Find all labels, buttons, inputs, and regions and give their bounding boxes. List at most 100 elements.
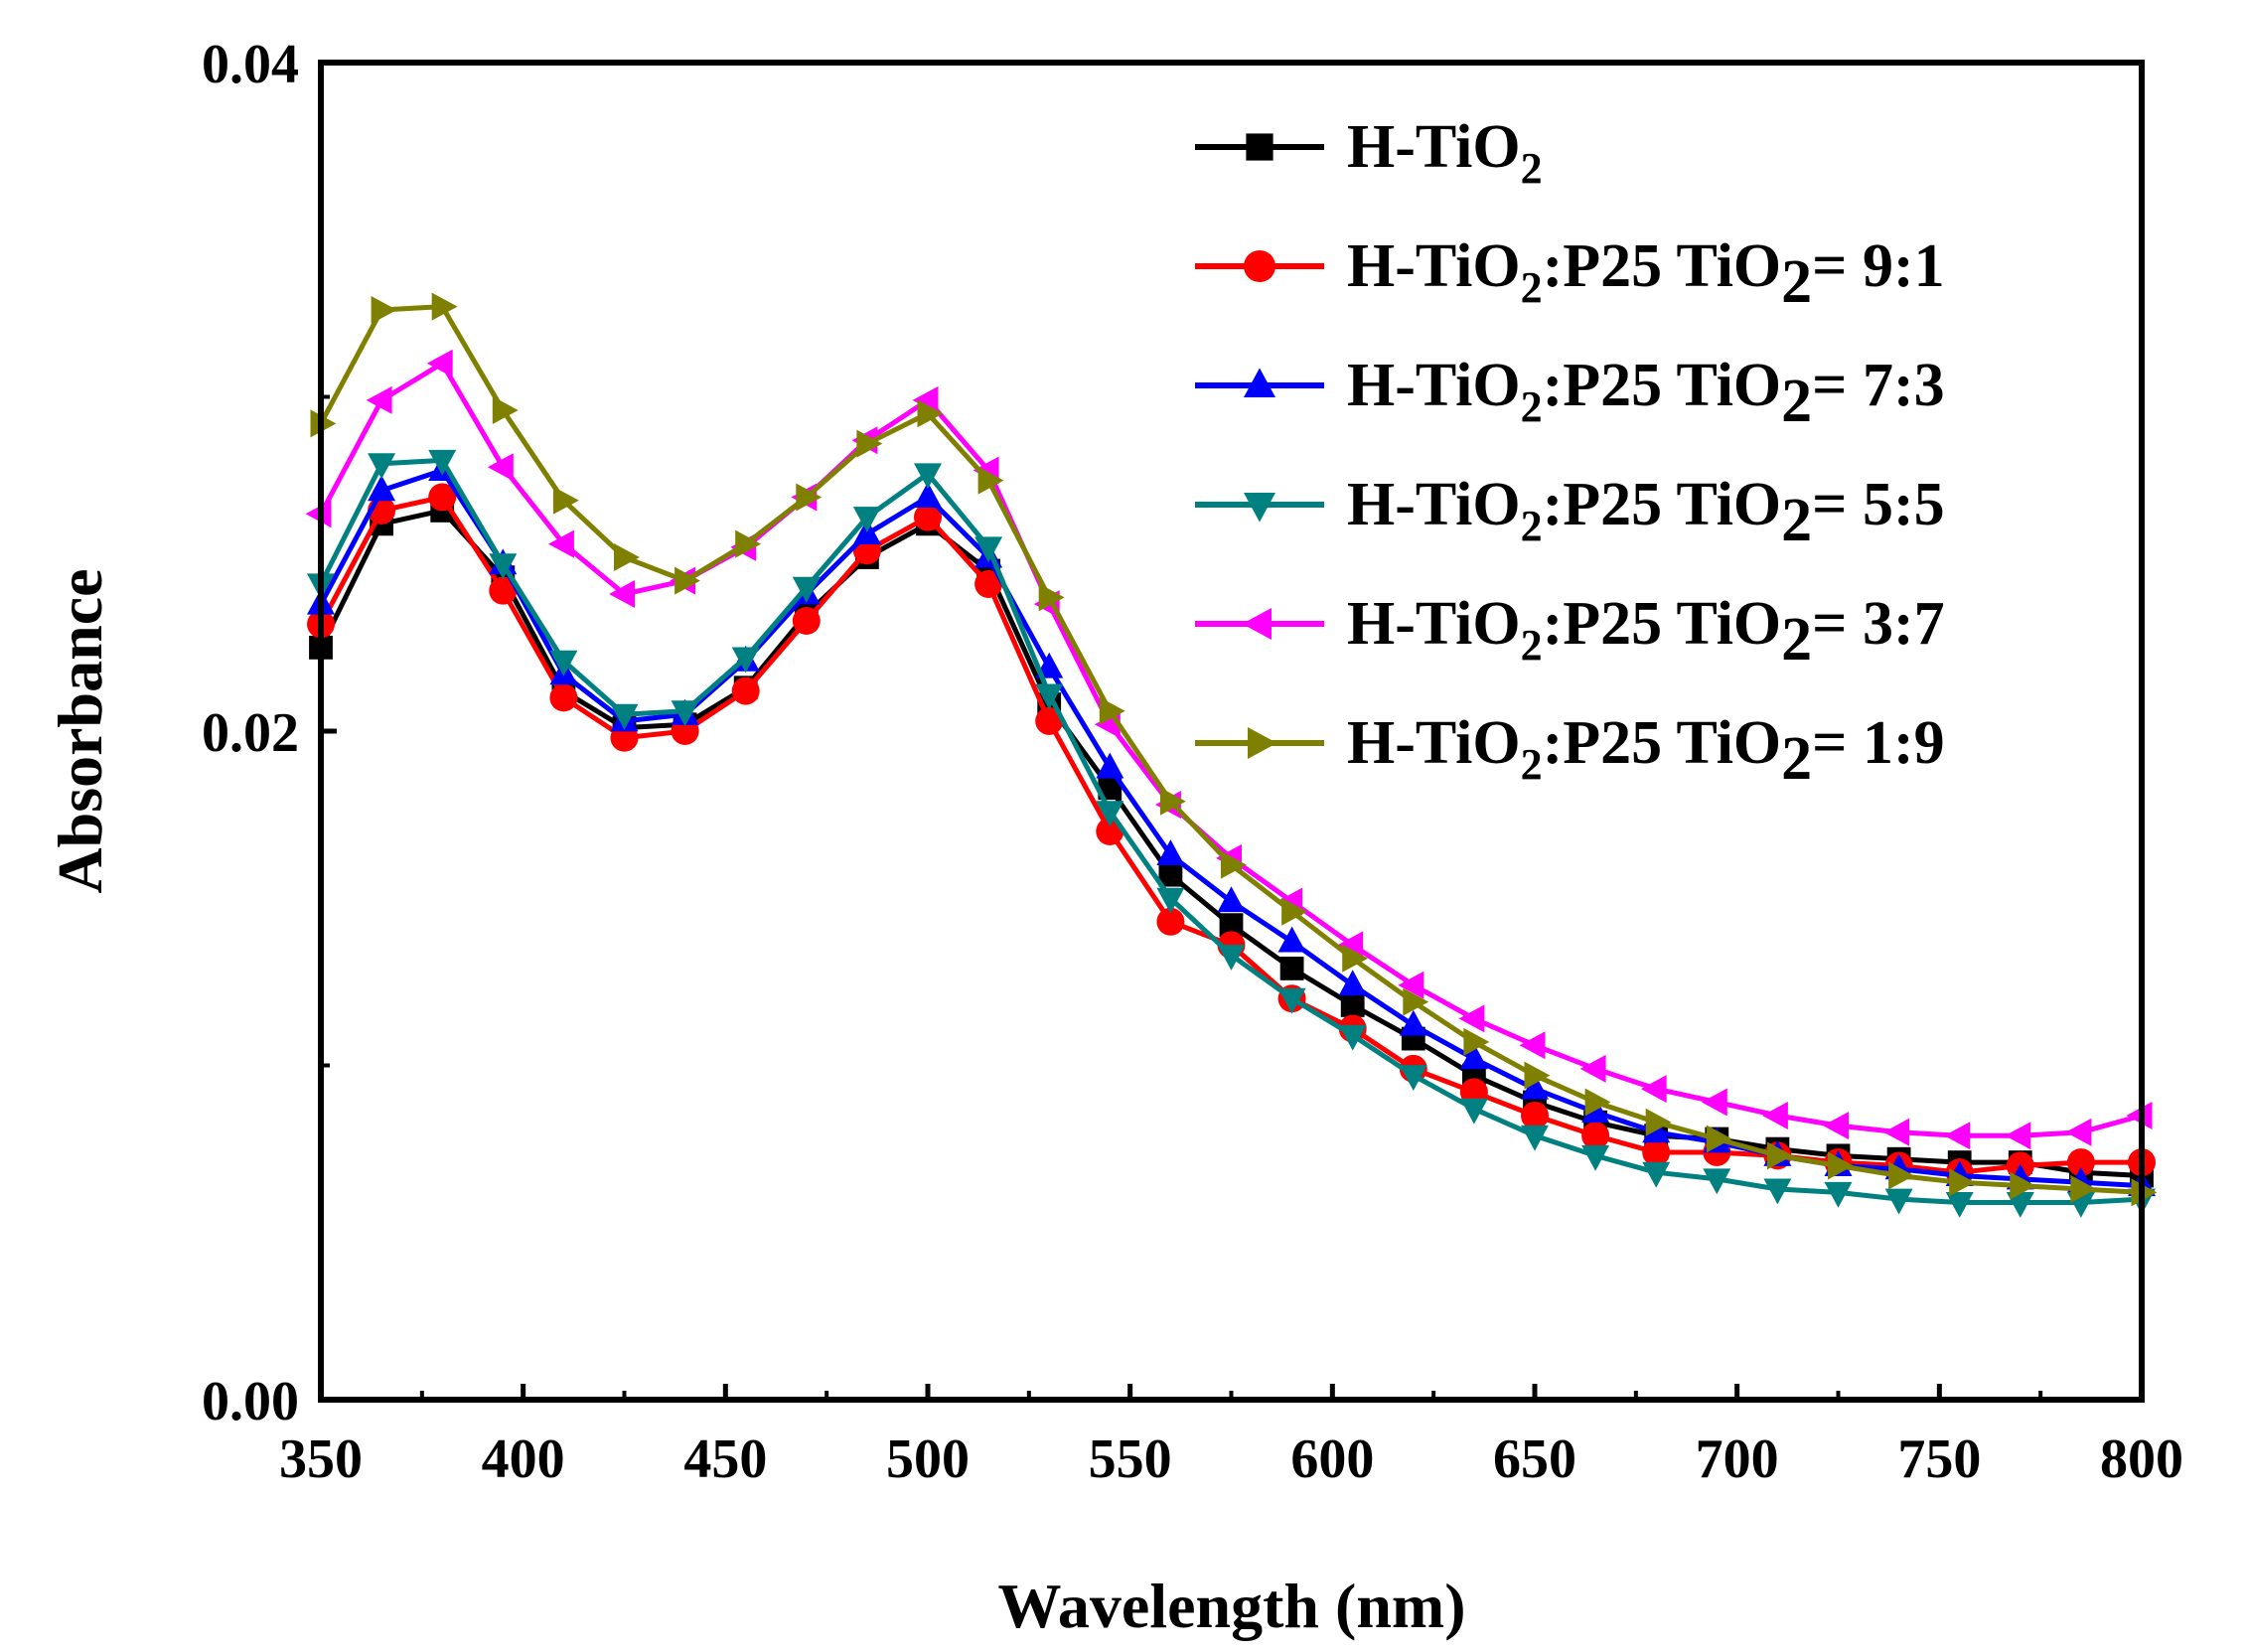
data-point (1458, 1004, 1485, 1033)
legend-label: H-TiO2:P25 TiO2= 7:3 (1347, 352, 1945, 435)
data-point (1519, 1031, 1546, 1060)
data-point (1640, 1075, 1667, 1104)
data-point (1156, 887, 1185, 914)
x-tick-label: 750 (1897, 1428, 1981, 1490)
x-tick-label: 450 (683, 1428, 767, 1490)
data-point (614, 543, 640, 571)
data-point (1581, 1144, 1610, 1171)
data-point (1035, 706, 1064, 735)
x-tick-label: 650 (1493, 1428, 1576, 1490)
data-point (1221, 850, 1247, 879)
data-point (1342, 944, 1369, 973)
data-point (366, 385, 392, 414)
data-point (1277, 926, 1306, 953)
data-point (1521, 1073, 1549, 1100)
data-point (487, 453, 514, 482)
data-point (731, 647, 760, 674)
data-point (549, 650, 578, 676)
legend-entry: H-TiO2:P25 TiO2= 7:3 (1195, 352, 1945, 435)
data-point (852, 507, 881, 532)
data-point (1338, 1024, 1367, 1051)
data-point (1399, 1065, 1427, 1091)
data-point (428, 449, 457, 476)
data-point (671, 700, 699, 727)
x-tick-label: 500 (886, 1428, 970, 1490)
data-point (1281, 897, 1307, 926)
y-axis-title: Absorbance (45, 568, 115, 893)
x-tick-label: 350 (279, 1428, 363, 1490)
series-layer (305, 292, 2158, 1218)
legend-marker (1242, 608, 1272, 640)
data-point (914, 463, 942, 490)
data-point (2070, 1175, 2097, 1203)
data-point (371, 296, 397, 324)
data-point (1156, 839, 1185, 865)
data-point (1584, 1088, 1611, 1117)
data-point (1762, 1102, 1788, 1129)
data-point (428, 483, 457, 512)
legend-marker (1244, 493, 1275, 523)
data-point (1459, 1098, 1488, 1125)
data-point (1828, 1151, 1854, 1180)
legend-label: H-TiO2:P25 TiO2= 5:5 (1347, 471, 1945, 554)
data-point (1340, 993, 1365, 1017)
data-point (1642, 1161, 1671, 1188)
data-point (1645, 1108, 1672, 1136)
data-point (1403, 987, 1429, 1016)
data-point (426, 349, 453, 377)
legend-label: H-TiO2:P25 TiO2= 1:9 (1347, 709, 1945, 793)
data-point (368, 453, 396, 480)
data-point (914, 482, 942, 508)
data-point (1337, 931, 1364, 960)
y-tick-label: 0.04 (202, 34, 299, 95)
data-point (674, 566, 700, 595)
data-point (1096, 801, 1124, 827)
data-point (2065, 1118, 2092, 1146)
data-point (1884, 1188, 1913, 1215)
data-point (489, 553, 518, 580)
data-point (735, 529, 762, 558)
legend-marker (1244, 368, 1275, 397)
data-point (1098, 776, 1123, 801)
data-point (1279, 957, 1304, 980)
data-point (1338, 970, 1367, 996)
legend-entry: H-TiO2:P25 TiO2= 5:5 (1195, 471, 1945, 554)
data-point (1158, 862, 1183, 887)
data-point (1642, 1137, 1671, 1166)
data-point (431, 292, 458, 321)
data-point (1888, 1161, 1914, 1190)
legend-marker (1246, 133, 1273, 161)
data-point (552, 486, 579, 515)
data-point (792, 576, 821, 603)
data-point (914, 503, 942, 531)
data-point (609, 580, 635, 608)
y-tick-label: 0.00 (202, 1371, 299, 1432)
data-point (977, 466, 1004, 495)
data-point (974, 569, 1003, 598)
data-point (1524, 1061, 1551, 1090)
data-point (1703, 1168, 1731, 1195)
legend-label: H-TiO2:P25 TiO2= 3:7 (1347, 590, 1945, 674)
data-point (1035, 683, 1064, 710)
data-point (1949, 1168, 1976, 1197)
data-point (489, 576, 518, 605)
data-point (549, 683, 578, 712)
data-point (368, 475, 396, 502)
x-axis: 350 400 450 500 550 600 650 700 750 800 (279, 1384, 2183, 1490)
data-point (1398, 971, 1424, 999)
data-point (2005, 1122, 2031, 1150)
data-point (1219, 913, 1244, 938)
data-point (731, 676, 760, 705)
x-tick-label: 550 (1089, 1428, 1172, 1490)
data-point (1824, 1181, 1853, 1208)
data-point (1217, 945, 1246, 971)
data-point (1159, 787, 1186, 816)
data-point (796, 483, 823, 512)
data-point (1763, 1178, 1792, 1205)
data-point (1706, 1125, 1732, 1153)
data-point (1096, 752, 1124, 779)
data-point (917, 399, 944, 428)
legend-entry: H-TiO2 (1195, 113, 1543, 193)
legend-marker (1248, 727, 1277, 759)
